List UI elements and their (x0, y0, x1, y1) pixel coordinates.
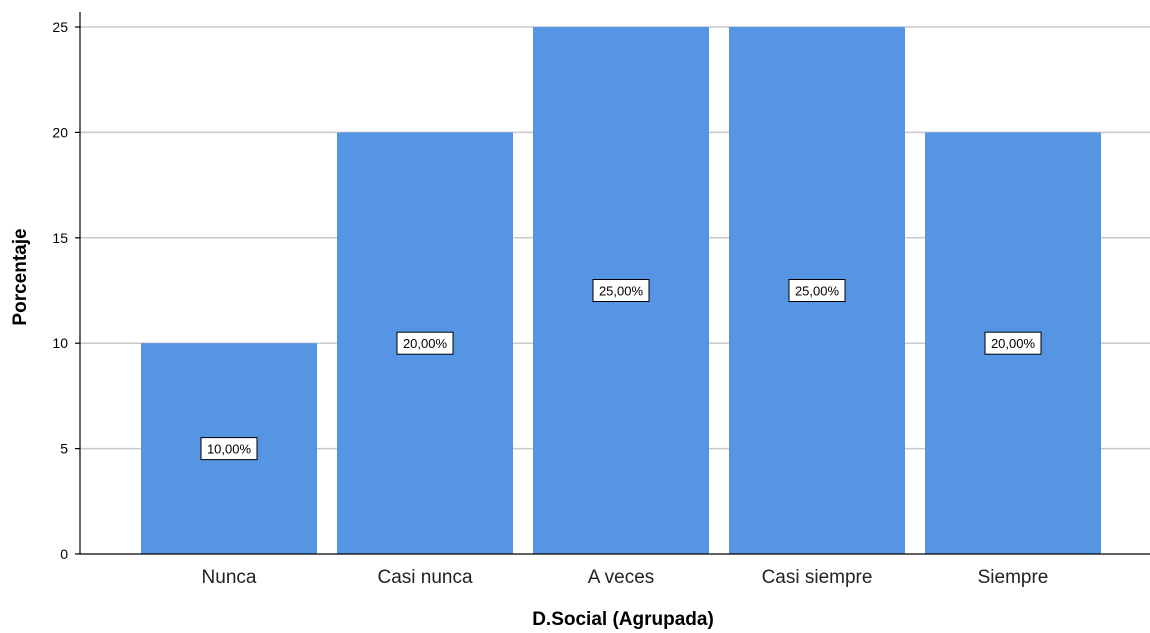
data-label-text: 10,00% (207, 442, 252, 457)
y-axis-title: Porcentaje (10, 228, 31, 325)
y-tick-label: 5 (60, 441, 68, 457)
x-category-label: Siempre (978, 567, 1049, 588)
data-label: 25,00% (592, 279, 650, 302)
data-label: 25,00% (788, 279, 846, 302)
data-label-box (200, 437, 258, 461)
data-label-text: 20,00% (991, 336, 1036, 351)
data-label-box (984, 331, 1042, 355)
data-label-box (396, 331, 454, 355)
data-label-box (592, 279, 650, 302)
x-category-label: Casi siempre (762, 567, 873, 588)
data-label: 10,00% (200, 437, 258, 461)
x-axis-title: D.Social (Agrupada) (532, 609, 714, 630)
data-label-text: 20,00% (403, 336, 448, 351)
data-label: 20,00% (984, 331, 1042, 355)
x-category-labels: Nunca Casi nunca A veces Casi siempre Siempr… (202, 567, 1049, 588)
data-label-text: 25,00% (795, 284, 840, 299)
data-labels: 10,00% 20,00% 25,00% 25,00% 20,00% (200, 279, 1042, 461)
data-label: 20,00% (396, 331, 454, 355)
y-tick-label: 20 (52, 124, 68, 140)
y-tick-label: 15 (52, 230, 68, 246)
x-category-label: Casi nunca (377, 567, 472, 588)
y-tick-label: 25 (52, 19, 68, 35)
y-tick-labels: 0 5 10 15 20 25 (52, 19, 68, 562)
y-tick-label: 10 (52, 335, 68, 351)
y-tick-label: 0 (60, 546, 68, 562)
x-category-label: A veces (588, 567, 655, 588)
data-label-text: 25,00% (599, 284, 644, 299)
x-category-label: Nunca (202, 567, 257, 588)
axes (75, 12, 1150, 555)
data-label-box (788, 279, 846, 302)
